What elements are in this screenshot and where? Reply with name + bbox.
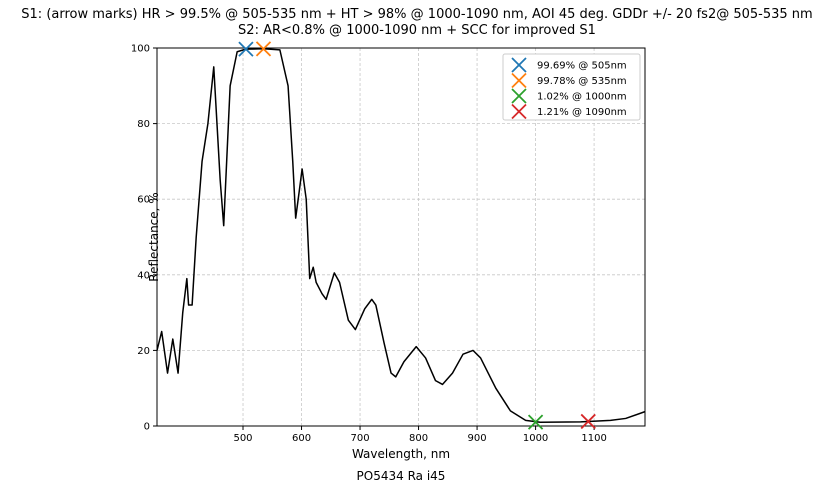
y-tick-label: 60 [137,195,150,206]
legend-label: 99.78% @ 535nm [537,76,627,87]
title-line: S2: AR<0.8% @ 1000-1090 nm + SCC for imp… [238,23,596,38]
legend-marker [511,57,527,73]
marker [238,41,254,57]
legend-label: 99.69% @ 505nm [537,61,627,72]
marker [527,414,544,430]
legend-marker [511,88,527,104]
legend-marker [511,103,527,120]
y-tick-label: 20 [137,346,150,357]
title-line: S1: (arrow marks) HR > 99.5% @ 505-535 n… [21,7,812,22]
y-tick-label: 0 [144,422,150,433]
footer: PO5434 Ra i45 [357,469,446,483]
x-tick-label: 800 [409,433,428,444]
marker [580,413,596,430]
curve [156,48,646,423]
legend-box [502,53,641,121]
legend-marker [511,72,527,89]
x-tick-label: 700 [350,433,369,444]
x-tick-label: 500 [233,433,252,444]
legend-label: 1.02% @ 1000nm [537,92,627,103]
x-tick-label: 1100 [581,433,606,444]
x-axis-label: Wavelength, nm [352,447,450,461]
y-tick-label: 40 [137,270,150,281]
plot-frame [156,47,646,427]
x-tick-label: 600 [292,433,311,444]
y-axis-label: Reflectance, % [147,192,161,281]
y-tick-label: 100 [131,44,150,55]
marker [255,41,272,57]
x-tick-label: 900 [468,433,487,444]
legend-label: 1.21% @ 1090nm [537,107,627,118]
x-tick-label: 1000 [523,433,548,444]
y-tick-label: 80 [137,119,150,130]
